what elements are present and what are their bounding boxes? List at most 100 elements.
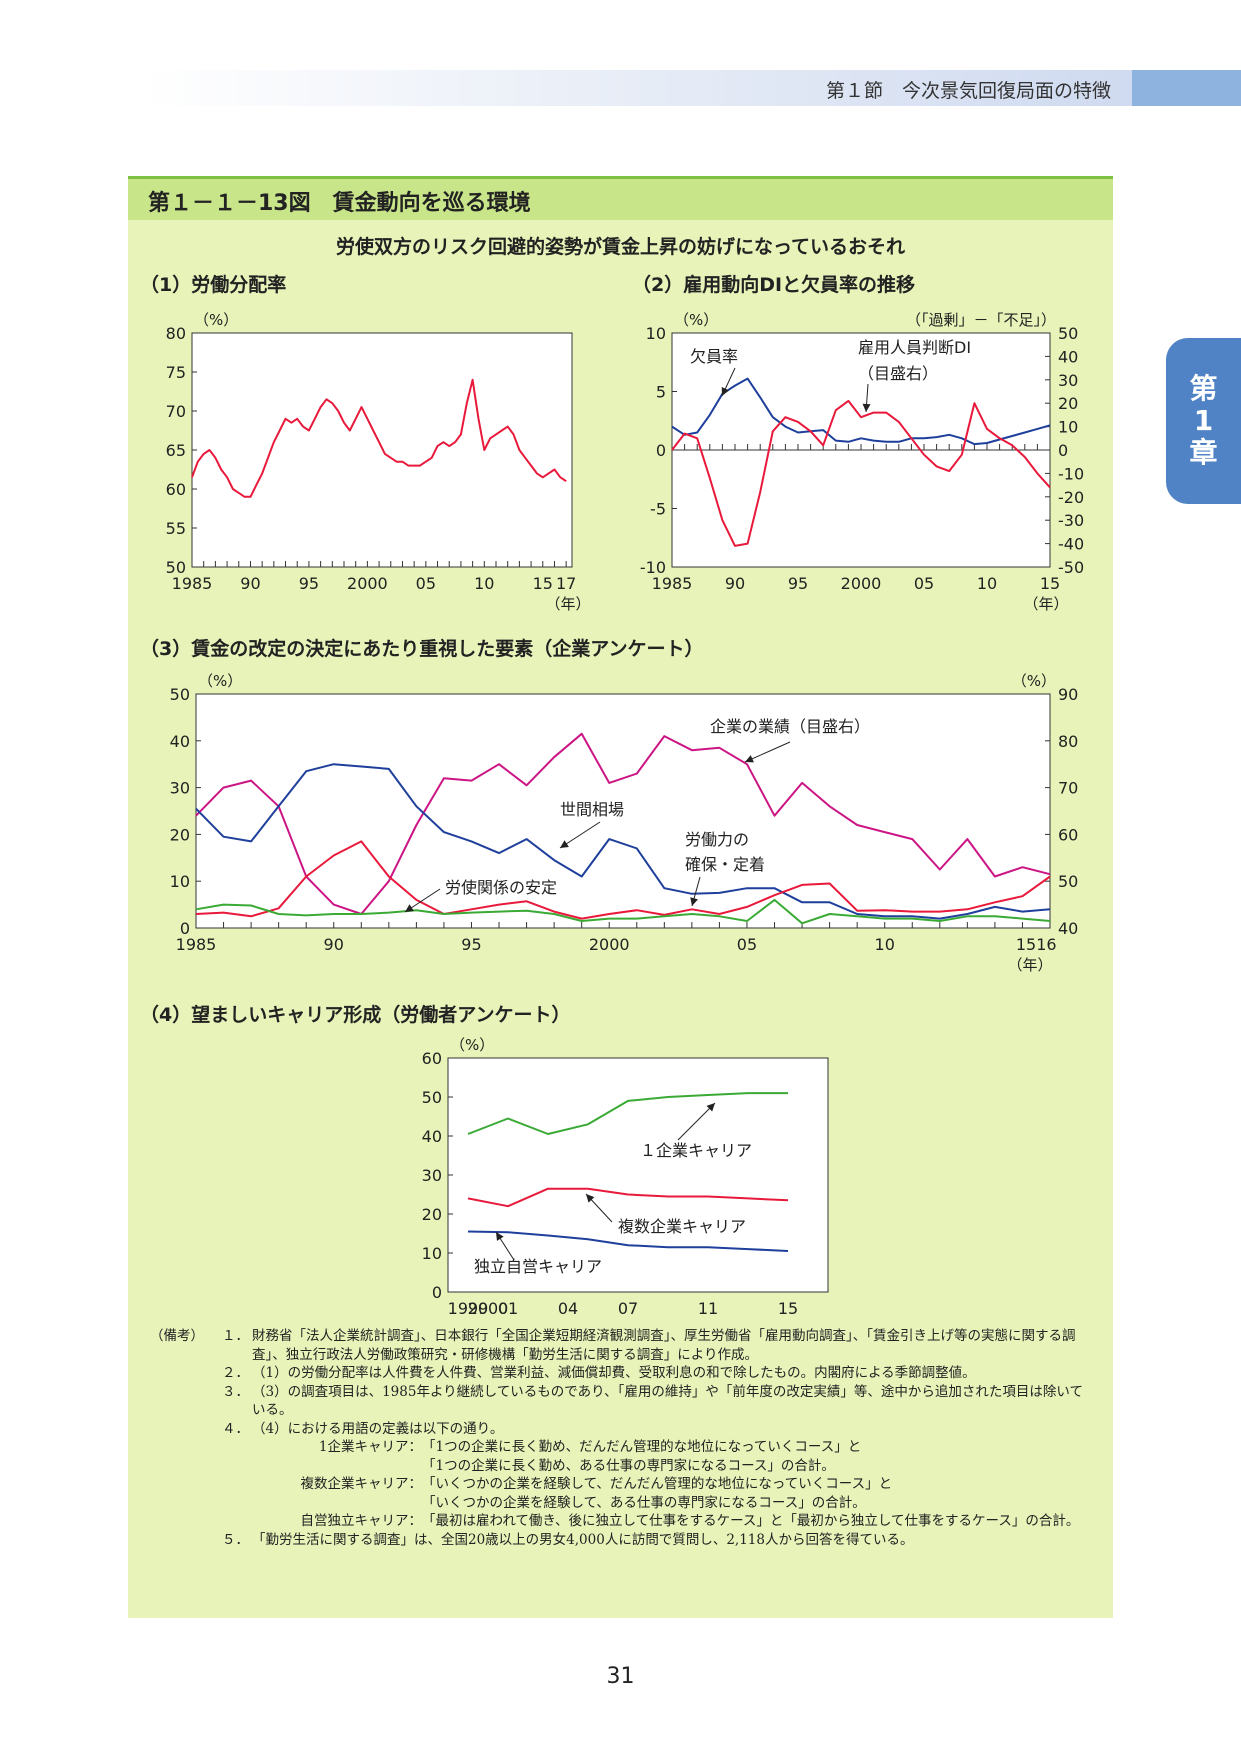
x-tick-label: 11 — [698, 1299, 718, 1318]
annotation-label: 独立自営キャリア — [474, 1257, 602, 1276]
annotation-arrowhead — [405, 904, 414, 912]
annotation-arrowhead — [721, 387, 729, 396]
x-tick-label: 2000 — [468, 1299, 509, 1318]
note-number: ３． — [222, 1383, 249, 1400]
y2-tick-label: 60 — [1058, 825, 1078, 844]
chapter-tab: 第 1 章 — [1166, 338, 1241, 504]
y-tick-label: 80 — [166, 324, 186, 343]
y-tick-label: -10 — [640, 558, 666, 577]
annotation-label: 複数企業キャリア — [618, 1217, 746, 1236]
series-line-0 — [467, 1092, 788, 1135]
y2-tick-label: 40 — [1058, 347, 1078, 366]
y-tick-label: 0 — [180, 919, 190, 938]
y-tick-label: 50 — [422, 1088, 442, 1107]
y2-tick-label: -20 — [1058, 488, 1084, 507]
note-number: １． — [222, 1328, 249, 1344]
x-tick-label: 10 — [474, 574, 494, 593]
x-tick-label: 95 — [788, 574, 808, 593]
term-def: 「いくつかの企業を経験して、だんだん管理的な地位になっていくコース」と — [422, 1476, 893, 1492]
y-tick-label: -5 — [650, 500, 666, 519]
x-tick-label: 17 — [556, 574, 576, 593]
x-tick-label: 04 — [558, 1299, 578, 1318]
term-name: 複数企業キャリア： — [300, 1476, 423, 1492]
y2-tick-label: 20 — [1058, 394, 1078, 413]
chart2-title: （2）雇用動向DIと欠員率の推移 — [632, 274, 916, 296]
term-def: 「最初は雇われて働き、後に独立して仕事をするケース」と「最初から独立して仕事をす… — [422, 1513, 1080, 1529]
series-line-0 — [671, 377, 1051, 446]
y-axis-unit: （%） — [450, 1036, 494, 1054]
chart-career-formation: 0102030405060199920000104071115（%）（年）１企業… — [422, 1036, 829, 1318]
x-axis-unit: （年） — [1023, 595, 1068, 613]
y-axis-unit: （%） — [198, 672, 242, 690]
x-tick-label: 15 — [778, 1299, 798, 1318]
y2-tick-label: 80 — [1058, 732, 1078, 751]
figure-title: 第１－１－13図 賃金動向を巡る環境 — [128, 176, 1113, 220]
x-tick-label: 15 — [533, 574, 553, 593]
y-tick-label: 30 — [170, 779, 190, 798]
x-tick-label: 95 — [461, 935, 481, 954]
chapter-tab-line3: 章 — [1189, 436, 1218, 469]
y2-tick-label: -10 — [1058, 464, 1084, 483]
x-tick-label: 05 — [914, 574, 934, 593]
y-tick-label: 70 — [166, 402, 186, 421]
series-line-3 — [195, 898, 1051, 925]
y2-tick-label: 30 — [1058, 371, 1078, 390]
section-header: 第１節 今次景気回復局面の特徴 — [825, 80, 1111, 102]
x-tick-label: 05 — [737, 935, 757, 954]
term-def: 「いくつかの企業を経験して、ある仕事の専門家になるコース」の合計。 — [422, 1494, 866, 1511]
note-5: 「勤労生活に関する調査」は、全国20歳以上の男女4,000人に訪問で質問し、2,… — [252, 1531, 914, 1548]
annotation-label: 労働力の — [685, 830, 749, 849]
x-tick-label: 2000 — [841, 574, 882, 593]
x-tick-label: 05 — [416, 574, 436, 593]
series-line-0 — [191, 378, 567, 498]
annotation-arrowhead — [745, 755, 754, 763]
x-tick-label: 90 — [240, 574, 260, 593]
y-tick-label: 5 — [656, 383, 666, 402]
term-def: 「1つの企業に長く勤め、ある仕事の専門家になるコース」の合計。 — [422, 1457, 835, 1474]
y2-axis-unit: （%） — [1012, 672, 1056, 690]
note-number: ２． — [222, 1365, 249, 1381]
y2-tick-label: 50 — [1058, 872, 1078, 891]
y-tick-label: 75 — [166, 363, 186, 382]
header-tab — [1132, 70, 1241, 106]
note-4: （4）における用語の定義は以下の通り。 1企業キャリア： 「1つの企業に長く勤め… — [252, 1420, 1090, 1531]
series-line-0 — [195, 732, 1051, 915]
annotation-arrowhead — [706, 1103, 715, 1112]
y-tick-label: 20 — [422, 1205, 442, 1224]
y2-axis-unit: （「過剰」－「不足」） — [906, 311, 1056, 329]
chapter-tab-line1: 第 — [1189, 372, 1218, 405]
annotation-label: 企業の業績（目盛右） — [710, 717, 870, 736]
page-number: 31 — [606, 1664, 635, 1689]
y-tick-label: 40 — [170, 732, 190, 751]
series-line-1 — [671, 399, 1051, 547]
note-4-intro: （4）における用語の定義は以下の通り。 — [252, 1420, 504, 1437]
annotation-label: （目盛右） — [858, 364, 938, 383]
y-axis-unit: （%） — [674, 311, 718, 329]
note-3: （3）の調査項目は、1985年より継続しているものであり、「雇用の維持」や「前年… — [252, 1383, 1083, 1419]
y-tick-label: 0 — [656, 441, 666, 460]
annotation-arrowhead — [560, 840, 569, 848]
notes: （備考） １． 財務省「法人企業統計調査」、日本銀行「全国企業短期経済観測調査」… — [150, 1327, 1090, 1549]
series-line-1 — [467, 1187, 789, 1208]
chapter-tab-line2: 1 — [1193, 404, 1214, 437]
x-tick-label: 10 — [875, 935, 895, 954]
annotation-arrowhead — [586, 1194, 595, 1203]
series-line-2 — [195, 840, 1051, 920]
chart3-title: （3）賃金の改定の決定にあたり重視した要素（企業アンケート） — [140, 638, 704, 660]
y-axis-unit: （%） — [194, 311, 238, 329]
y2-tick-label: -40 — [1058, 535, 1084, 554]
series-line-2 — [467, 1230, 789, 1252]
y2-tick-label: -30 — [1058, 511, 1084, 530]
y2-tick-label: -50 — [1058, 558, 1084, 577]
y2-tick-label: 40 — [1058, 919, 1078, 938]
x-tick-label: 2000 — [589, 935, 630, 954]
chart-wage-factors: 0 10 20 30 40 50 40 50 60 70 80 90 1985 90 95 2000 05 10 1… — [170, 672, 1079, 974]
y-tick-label: 60 — [422, 1049, 442, 1068]
note-number: ５． — [222, 1531, 249, 1548]
annotation-arrowhead — [690, 897, 698, 906]
annotation-label: 確保・定着 — [685, 855, 765, 874]
y-tick-label: 65 — [166, 441, 186, 460]
x-tick-label: 07 — [618, 1299, 638, 1318]
y2-tick-label: 50 — [1058, 324, 1078, 343]
x-tick-label: 90 — [725, 574, 745, 593]
